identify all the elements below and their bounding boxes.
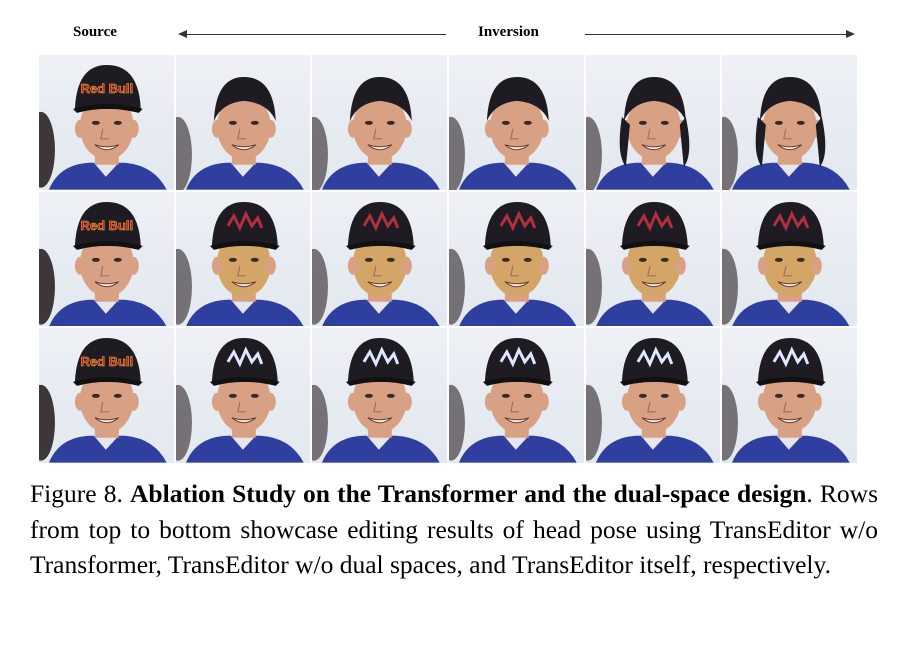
face-image-inversion-5 bbox=[722, 55, 857, 190]
face-image-inversion-4 bbox=[585, 328, 721, 463]
inversion-label: Inversion bbox=[478, 24, 539, 40]
caption-body: . Rows from top to bottom showcase editi… bbox=[30, 479, 879, 579]
face-image-inversion-3 bbox=[449, 55, 584, 190]
svg-text:Red Bull: Red Bull bbox=[81, 354, 134, 369]
source-label: Source bbox=[73, 24, 117, 40]
svg-text:Red Bull: Red Bull bbox=[81, 81, 134, 96]
caption-title: Ablation Study on the Transformer and th… bbox=[130, 479, 807, 508]
face-image-inversion-5 bbox=[722, 191, 857, 327]
figure-caption: Figure 8. Ablation Study on the Transfor… bbox=[30, 476, 878, 583]
face-image-inversion-5 bbox=[722, 328, 857, 463]
face-image-source-redbull: Red Bull bbox=[39, 55, 174, 190]
face-image-inversion-4 bbox=[585, 55, 721, 190]
face-image-inversion-1 bbox=[175, 55, 311, 190]
face-image-source-redbull: Red Bull bbox=[39, 328, 174, 463]
face-image-inversion-3 bbox=[449, 328, 584, 463]
svg-text:Red Bull: Red Bull bbox=[81, 218, 134, 233]
face-image-inversion-2 bbox=[312, 55, 447, 190]
face-image-inversion-1 bbox=[175, 328, 311, 463]
face-image-source-redbull: Red Bull bbox=[39, 191, 174, 327]
face-image-inversion-3 bbox=[449, 191, 584, 327]
face-image-inversion-1 bbox=[175, 191, 311, 327]
figure-header: Source Inversion bbox=[0, 22, 899, 46]
face-image-inversion-2 bbox=[312, 191, 447, 327]
figure-label: Figure 8. bbox=[30, 479, 123, 508]
left-arrow-icon bbox=[178, 30, 446, 38]
right-arrow-icon bbox=[585, 30, 855, 38]
image-grid: Red Bull Red Bull Red Bull bbox=[39, 55, 857, 463]
face-image-inversion-4 bbox=[585, 191, 721, 327]
face-image-inversion-2 bbox=[312, 328, 447, 463]
